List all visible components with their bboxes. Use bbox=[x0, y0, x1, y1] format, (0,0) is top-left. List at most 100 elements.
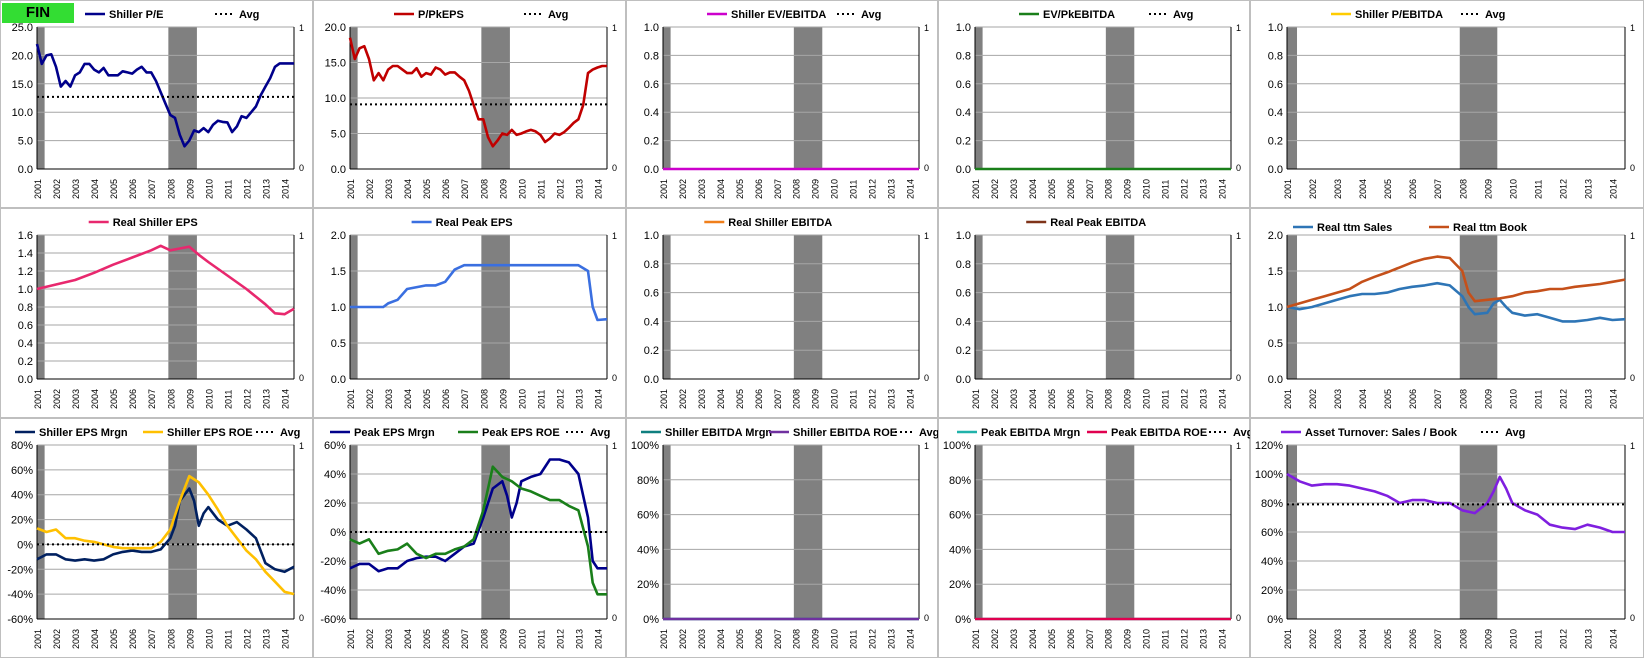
x-tick-label: 2004 bbox=[403, 629, 413, 649]
x-tick-label: 2013 bbox=[574, 629, 584, 649]
x-tick-label: 2004 bbox=[716, 629, 726, 649]
x-tick-label: 2006 bbox=[128, 389, 138, 409]
recession-band-1 bbox=[663, 27, 671, 169]
y-tick-label: 10.0 bbox=[12, 107, 33, 119]
x-tick-label: 2010 bbox=[517, 179, 527, 199]
legend-label: Avg bbox=[239, 9, 259, 21]
legend-label: Avg bbox=[1485, 9, 1505, 21]
x-tick-label: 2012 bbox=[555, 629, 565, 649]
x-tick-label: 2008 bbox=[166, 389, 176, 409]
x-tick-label: 2010 bbox=[204, 629, 214, 649]
y-tick-label: 1.0 bbox=[1268, 302, 1283, 314]
x-tick-label: 2004 bbox=[1358, 629, 1368, 649]
legend-label: Avg bbox=[1173, 9, 1193, 21]
legend-label: Real ttm Book bbox=[1453, 222, 1528, 234]
x-tick-label: 2010 bbox=[517, 389, 527, 409]
legend-label: Real Peak EPS bbox=[436, 217, 513, 229]
y-tick-label: 0.2 bbox=[644, 345, 659, 357]
x-tick-label: 2006 bbox=[441, 179, 451, 199]
y-tick-label: 0.8 bbox=[644, 50, 659, 62]
x-tick-label: 2004 bbox=[90, 629, 100, 649]
x-tick-label: 2010 bbox=[830, 389, 840, 409]
y-tick-label: 1.0 bbox=[956, 22, 971, 34]
x-tick-label: 2010 bbox=[830, 629, 840, 649]
x-tick-label: 2003 bbox=[697, 629, 707, 649]
x-tick-label: 2013 bbox=[1199, 629, 1209, 649]
x-tick-label: 2009 bbox=[498, 629, 508, 649]
right-axis-bottom-label: 0 bbox=[924, 613, 929, 623]
chart-svg: -60% -40% -20% 0% 20% 40% 60% 1 0 2001 2002 2003 200… bbox=[320, 427, 617, 649]
right-axis-bottom-label: 0 bbox=[612, 163, 617, 173]
x-tick-label: 2011 bbox=[536, 390, 546, 409]
chart-panel-5: 0.0 0.2 0.4 0.6 0.8 1.0 1 0 2001 2002 2003 2004 2005… bbox=[1250, 0, 1644, 208]
x-tick-label: 2008 bbox=[1104, 179, 1114, 199]
legend-label: Shiller EPS Mrgn bbox=[39, 427, 128, 439]
y-tick-label: 0.6 bbox=[18, 320, 33, 332]
x-tick-label: 2001 bbox=[971, 629, 981, 649]
recession-band-2 bbox=[1459, 27, 1498, 169]
x-tick-label: 2012 bbox=[868, 389, 878, 409]
x-tick-label: 2001 bbox=[1283, 389, 1293, 409]
x-tick-label: 2003 bbox=[697, 389, 707, 409]
x-tick-label: 2004 bbox=[716, 389, 726, 409]
x-tick-label: 2009 bbox=[1483, 179, 1493, 199]
x-tick-label: 2005 bbox=[1047, 179, 1057, 199]
series-line-1 bbox=[1286, 472, 1625, 534]
y-tick-label: 1.0 bbox=[644, 230, 659, 242]
x-tick-label: 2002 bbox=[52, 179, 62, 199]
x-tick-label: 2011 bbox=[849, 390, 859, 409]
legend-label: Shiller EBITDA ROE bbox=[793, 427, 897, 439]
x-tick-label: 2014 bbox=[593, 179, 603, 199]
x-tick-label: 2009 bbox=[811, 629, 821, 649]
legend-label: Avg bbox=[548, 9, 568, 21]
x-tick-label: 2013 bbox=[887, 389, 897, 409]
x-tick-label: 2011 bbox=[1533, 180, 1543, 199]
right-axis-bottom-label: 0 bbox=[1236, 613, 1241, 623]
y-tick-label: 0% bbox=[955, 614, 971, 626]
y-tick-label: 20% bbox=[949, 579, 971, 591]
series-line-2 bbox=[349, 465, 607, 596]
y-tick-label: 0% bbox=[1267, 614, 1283, 626]
recession-band-2 bbox=[168, 27, 197, 169]
y-tick-label: 20% bbox=[324, 498, 346, 510]
x-tick-label: 2005 bbox=[422, 389, 432, 409]
chart-panel-10: 0.0 0.5 1.0 1.5 2.0 1 0 2001 2002 2003 2004 2005 200… bbox=[1250, 208, 1644, 418]
x-tick-label: 2007 bbox=[773, 389, 783, 409]
right-axis-bottom-label: 0 bbox=[1630, 163, 1635, 173]
x-tick-label: 2001 bbox=[659, 389, 669, 409]
y-tick-label: 20.0 bbox=[12, 50, 33, 62]
chart-panel-14: 0% 20% 40% 60% 80% 100% 1 0 2001 2002 2003 2004 2005… bbox=[938, 418, 1251, 658]
x-tick-label: 2005 bbox=[735, 179, 745, 199]
x-tick-label: 2006 bbox=[754, 179, 764, 199]
y-tick-label: 40% bbox=[1261, 556, 1283, 568]
x-tick-label: 2007 bbox=[460, 179, 470, 199]
x-tick-label: 2008 bbox=[1458, 389, 1468, 409]
chart-svg: 0.0 0.2 0.4 0.6 0.8 1.0 1 0 2001 2002 2003 2004 2005… bbox=[1268, 9, 1635, 199]
x-tick-label: 2002 bbox=[1308, 629, 1318, 649]
x-tick-label: 2001 bbox=[971, 179, 981, 199]
x-tick-label: 2005 bbox=[422, 179, 432, 199]
x-tick-label: 2011 bbox=[1161, 630, 1171, 649]
x-tick-label: 2001 bbox=[1283, 179, 1293, 199]
y-tick-label: 100% bbox=[631, 440, 659, 452]
y-tick-label: 1.5 bbox=[1268, 266, 1283, 278]
x-tick-label: 2013 bbox=[261, 629, 271, 649]
y-tick-label: 0.8 bbox=[644, 259, 659, 271]
y-tick-label: 0.0 bbox=[18, 374, 33, 386]
x-tick-label: 2007 bbox=[147, 179, 157, 199]
x-tick-label: 2010 bbox=[1142, 179, 1152, 199]
y-tick-label: 10.0 bbox=[325, 93, 346, 105]
x-tick-label: 2011 bbox=[536, 180, 546, 199]
right-axis-top-label: 1 bbox=[1236, 231, 1241, 241]
legend-label: P/PkEPS bbox=[418, 9, 464, 21]
x-tick-label: 2014 bbox=[1218, 179, 1228, 199]
y-tick-label: 0% bbox=[643, 614, 659, 626]
y-tick-label: 1.0 bbox=[956, 230, 971, 242]
y-tick-label: -40% bbox=[320, 585, 346, 597]
x-tick-label: 2008 bbox=[166, 179, 176, 199]
x-tick-label: 2003 bbox=[1333, 389, 1343, 409]
x-tick-label: 2001 bbox=[659, 179, 669, 199]
legend-label: Shiller EV/EBITDA bbox=[731, 9, 826, 21]
x-tick-label: 2004 bbox=[1358, 389, 1368, 409]
